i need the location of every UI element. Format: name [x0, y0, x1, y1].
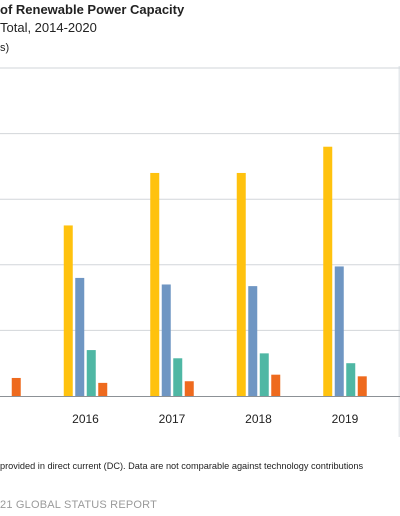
chart-note: provided in direct current (DC). Data ar…	[0, 461, 364, 471]
bar-2016-series-3	[86, 350, 96, 396]
bar-2017-series-1	[150, 172, 160, 396]
bar-2017-series-2	[161, 284, 171, 396]
bar-2018-series-1	[236, 172, 246, 396]
bar-2019-series-2	[334, 266, 344, 396]
x-tick-label-2016: 2016	[72, 412, 99, 426]
x-tick-label-2018: 2018	[245, 412, 272, 426]
bar-2018-series-3	[259, 353, 269, 396]
bar-2016-series-2	[75, 277, 85, 396]
bar-2019-series-3	[346, 363, 356, 396]
highlight-band	[398, 66, 400, 437]
bar-2018-series-4	[271, 374, 281, 396]
bar-2019-series-1	[323, 146, 333, 396]
bar-2017-series-4	[184, 381, 194, 396]
bar-2016-series-1	[63, 225, 73, 396]
chart-title: of Renewable Power Capacity	[0, 2, 185, 17]
bar-2018-series-2	[248, 286, 258, 396]
report-footer: 21 GLOBAL STATUS REPORT	[0, 499, 158, 511]
bar-2016-series-4	[98, 382, 108, 396]
x-tick-label-2019: 2019	[332, 412, 359, 426]
bar-2019-series-4	[357, 376, 367, 396]
y-axis-unit: s)	[0, 42, 10, 54]
bar-2017-series-3	[173, 358, 183, 396]
chart-subtitle: Total, 2014-2020	[0, 20, 97, 35]
bar-2015-series-4	[11, 377, 21, 396]
x-tick-label-2017: 2017	[159, 412, 186, 426]
